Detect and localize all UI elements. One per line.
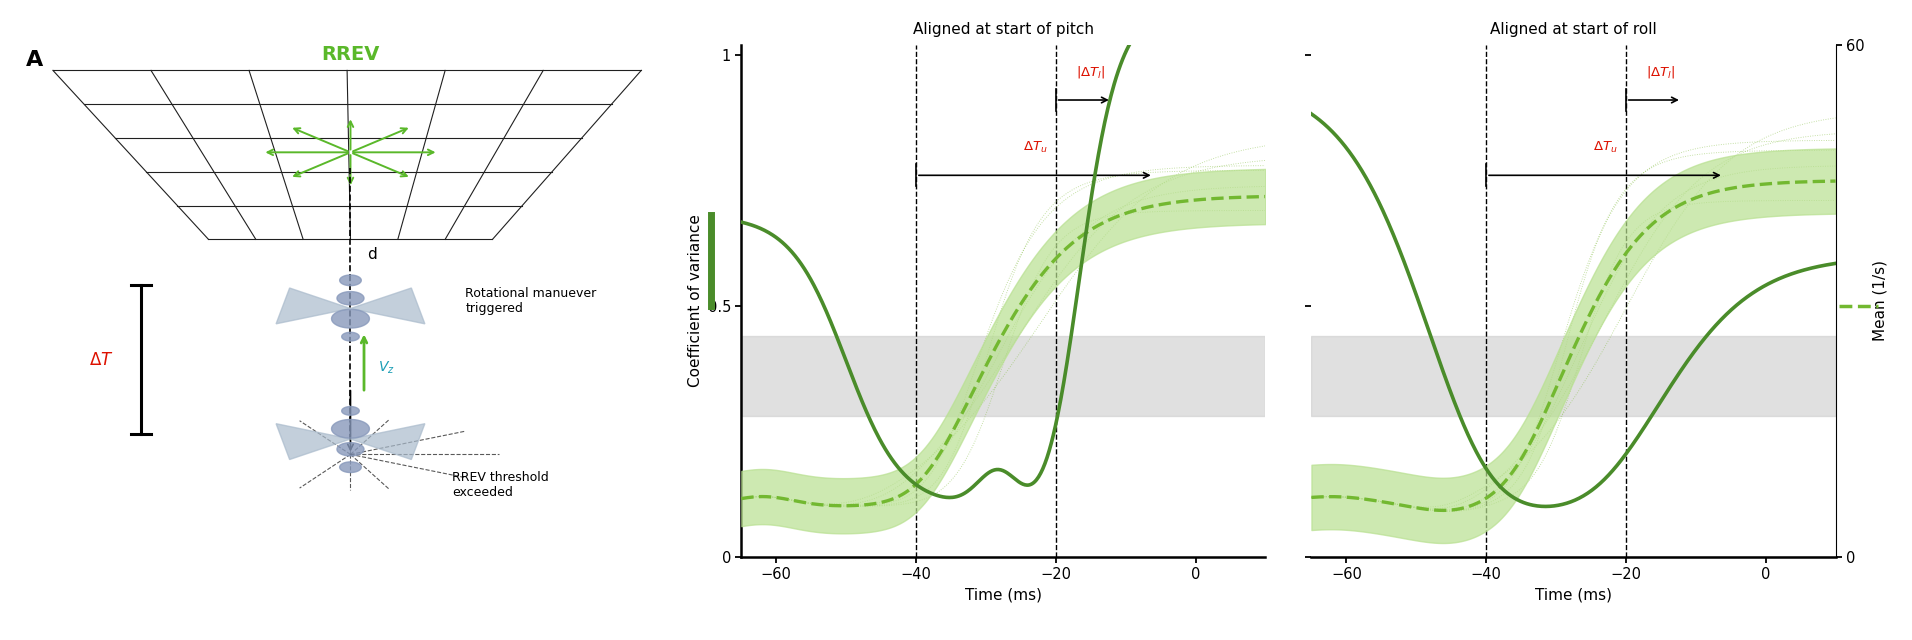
X-axis label: Time (ms): Time (ms): [966, 588, 1042, 603]
Text: Rotational manuever
triggered: Rotational manuever triggered: [465, 287, 597, 315]
Polygon shape: [342, 332, 359, 341]
Text: RREV threshold
exceeded: RREV threshold exceeded: [451, 471, 549, 499]
Title: Aligned at start of roll: Aligned at start of roll: [1489, 22, 1658, 36]
Polygon shape: [337, 292, 363, 305]
Text: $V_z$: $V_z$: [377, 359, 394, 376]
Polygon shape: [340, 275, 361, 285]
Polygon shape: [275, 424, 350, 460]
Text: $|\Delta T_l|$: $|\Delta T_l|$: [1076, 64, 1105, 80]
Y-axis label: Mean (1/s): Mean (1/s): [1874, 260, 1887, 341]
Bar: [1312, 336, 1836, 416]
Polygon shape: [340, 462, 361, 472]
Text: RREV: RREV: [321, 45, 380, 64]
Text: A: A: [27, 50, 44, 70]
Text: d: d: [367, 247, 377, 262]
Polygon shape: [350, 288, 424, 324]
Polygon shape: [342, 406, 359, 415]
X-axis label: Time (ms): Time (ms): [1535, 588, 1612, 603]
Text: $\Delta T_u$: $\Delta T_u$: [1023, 140, 1048, 156]
Title: Aligned at start of pitch: Aligned at start of pitch: [912, 22, 1094, 36]
Text: Bii: Bii: [1258, 0, 1287, 3]
Polygon shape: [350, 424, 424, 460]
Text: Bi: Bi: [688, 0, 711, 3]
Text: $\Delta T_u$: $\Delta T_u$: [1593, 140, 1618, 156]
Text: $\Delta T$: $\Delta T$: [90, 351, 115, 369]
Polygon shape: [331, 419, 369, 438]
Y-axis label: Coefficient of variance: Coefficient of variance: [688, 214, 704, 387]
Polygon shape: [331, 309, 369, 328]
Polygon shape: [275, 288, 350, 324]
Polygon shape: [337, 443, 363, 456]
Bar: [742, 336, 1266, 416]
Text: $|\Delta T_l|$: $|\Delta T_l|$: [1646, 64, 1675, 80]
